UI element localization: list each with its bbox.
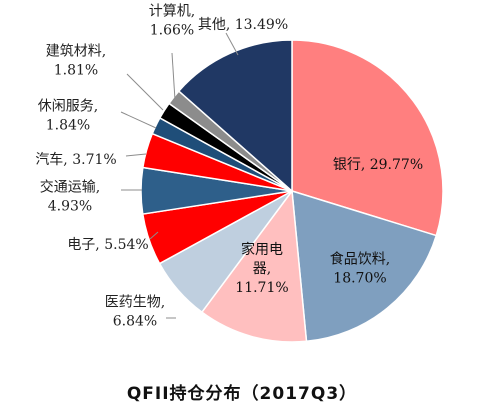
pie-slice-1 — [291, 39, 444, 237]
slice-label-8: 休闲服务, 1.84% — [38, 99, 98, 134]
leader-lines — [120, 32, 239, 319]
slice-labels: 银行, 29.77% 食品饮料, 18.70% 家用电器, 11.71% 医药生物, 6.8… — [35, 4, 423, 330]
leader-line-8 — [120, 111, 157, 129]
slice-label-10: 计算机, 1.66% — [149, 4, 195, 39]
slice-label-9: 建筑材料, 1.81% — [46, 44, 106, 79]
leader-line-5 — [149, 231, 159, 240]
slice-label-4: 医药生物, 6.84% — [105, 295, 165, 330]
pie-slices — [140, 39, 444, 343]
leader-line-11 — [225, 32, 239, 56]
slice-label-6: 交通运输, 4.93% — [40, 179, 100, 215]
slice-label-5: 电子, 5.54% — [67, 237, 148, 253]
slice-label-11: 其他, 13.49% — [198, 17, 288, 33]
chart-title: QFII持仓分布（2017Q3） — [126, 384, 358, 404]
pie-slice-2 — [291, 189, 438, 343]
leader-line-10 — [171, 52, 176, 101]
leader-line-9 — [126, 73, 164, 111]
slice-label-7: 汽车, 3.71% — [35, 151, 116, 168]
leader-line-7 — [125, 153, 147, 157]
pie-slice-3 — [200, 188, 308, 343]
slice-label-1: 银行, 29.77% — [333, 157, 423, 173]
slice-label-2: 食品饮料, 18.70% — [330, 251, 390, 287]
pie-slice-11 — [177, 39, 293, 193]
slice-label-3: 家用电器, 11.71% — [235, 241, 288, 296]
